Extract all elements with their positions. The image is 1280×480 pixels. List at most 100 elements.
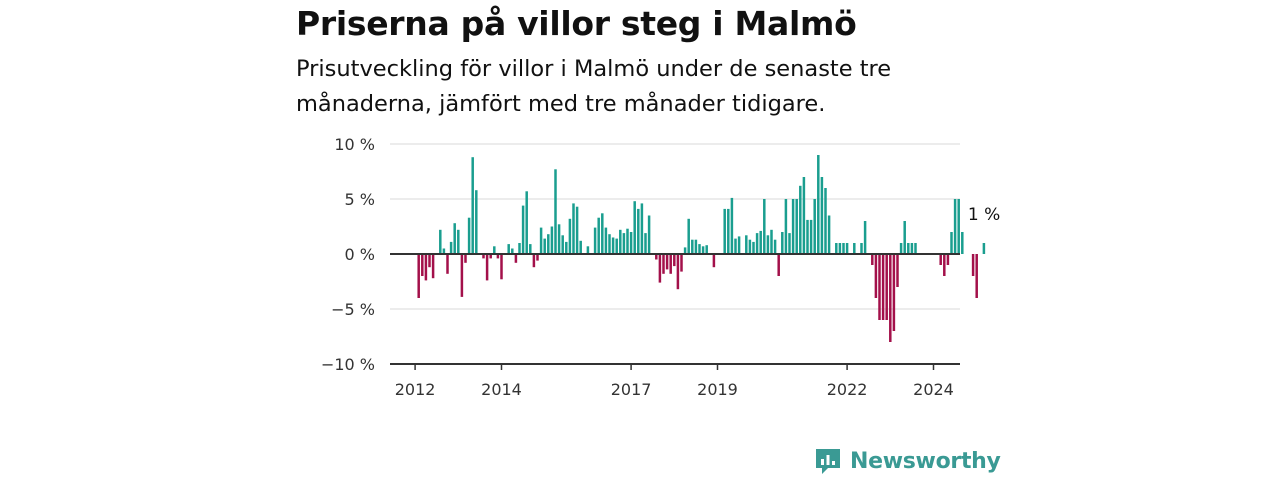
bar — [773, 239, 777, 254]
bar — [608, 234, 611, 254]
bar — [543, 238, 546, 254]
bar — [827, 215, 831, 254]
bar — [611, 237, 615, 254]
bar — [485, 254, 489, 281]
bar — [615, 238, 618, 254]
bar — [507, 244, 510, 254]
bar — [676, 254, 680, 290]
bar — [626, 228, 629, 254]
bar — [842, 243, 845, 254]
bar — [453, 223, 456, 254]
bar — [586, 246, 590, 254]
bar — [820, 177, 824, 254]
bar — [791, 199, 795, 254]
bar — [745, 235, 748, 254]
bar — [633, 201, 636, 254]
bar — [446, 254, 449, 274]
bar — [464, 254, 467, 263]
bar — [500, 254, 503, 280]
bar — [665, 254, 669, 270]
bar — [460, 254, 464, 297]
bar — [647, 215, 651, 254]
bar — [766, 235, 770, 254]
bar — [788, 233, 791, 254]
bar — [575, 206, 579, 254]
bar — [525, 191, 528, 254]
bar — [727, 208, 730, 254]
y-tick-label: −10 % — [321, 355, 375, 374]
bar — [730, 197, 734, 254]
bar — [950, 232, 953, 254]
bar — [939, 254, 942, 265]
bar — [529, 244, 532, 254]
brand-name: Newsworthy — [850, 448, 1001, 474]
bar — [824, 188, 827, 254]
bar — [705, 245, 708, 254]
bar — [683, 247, 687, 254]
bar — [982, 243, 986, 254]
bar — [431, 254, 435, 279]
bar — [943, 254, 946, 276]
bar — [759, 230, 762, 254]
bar — [691, 239, 694, 254]
bar — [907, 243, 910, 254]
bar — [874, 254, 878, 298]
bar — [845, 243, 849, 254]
bar — [755, 233, 759, 254]
bar — [871, 254, 874, 265]
bar — [568, 218, 572, 254]
bar — [644, 233, 647, 254]
bar — [881, 254, 885, 320]
bar — [482, 254, 485, 259]
bar — [475, 190, 478, 254]
bar — [572, 203, 575, 254]
bar — [593, 227, 597, 254]
bar — [449, 241, 453, 254]
bar — [914, 243, 917, 254]
bar — [734, 238, 737, 254]
bar — [946, 254, 950, 265]
bar — [687, 218, 690, 254]
bar — [953, 199, 957, 254]
y-tick-label: −5 % — [331, 300, 375, 319]
newsworthy-logo-icon — [816, 449, 840, 474]
bar — [493, 246, 496, 254]
bar — [622, 233, 626, 254]
bar — [896, 254, 899, 287]
bar — [421, 254, 424, 276]
bar — [961, 232, 964, 254]
bar — [863, 221, 867, 254]
x-tick-label: 2022 — [827, 380, 868, 399]
brand-logo: Newsworthy — [814, 444, 1001, 478]
bar — [471, 157, 474, 254]
bar — [885, 254, 888, 320]
bar — [802, 177, 806, 254]
bar — [439, 229, 442, 254]
bar — [557, 224, 561, 254]
bar — [547, 234, 550, 254]
bar — [835, 243, 838, 254]
bar — [698, 244, 701, 254]
bar — [521, 205, 525, 254]
bar — [669, 254, 672, 274]
bar — [813, 199, 816, 254]
bar — [957, 199, 960, 254]
y-tick-label: 0 % — [345, 245, 375, 264]
bar — [655, 254, 658, 260]
bar — [853, 243, 856, 254]
bar — [579, 240, 582, 254]
bar — [763, 199, 766, 254]
bar — [809, 219, 813, 254]
bar — [795, 199, 798, 254]
bar — [770, 229, 773, 254]
bar — [975, 254, 978, 298]
bar — [737, 236, 741, 254]
bar — [817, 155, 820, 254]
bar — [971, 254, 975, 276]
bar — [428, 254, 431, 268]
bar — [838, 243, 842, 254]
bar — [442, 248, 446, 254]
bar — [550, 226, 554, 254]
x-tick-label: 2024 — [913, 380, 954, 399]
bar — [467, 217, 471, 254]
